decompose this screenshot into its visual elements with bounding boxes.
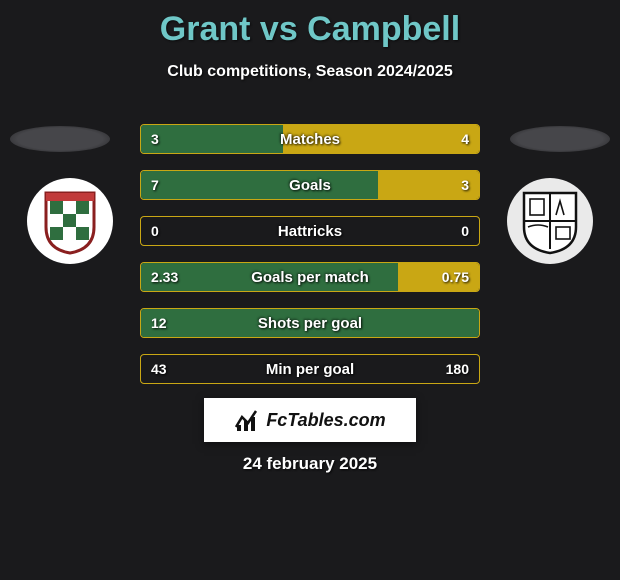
stat-bars: 34Matches 73Goals 0 0Hattricks 2.330.75Goals… — [140, 124, 480, 400]
bar-label: Hattricks — [141, 217, 479, 245]
date-text: 24 february 2025 — [0, 454, 620, 474]
bar-value-right: 180 — [446, 355, 469, 383]
stat-bar-row: 0 0Hattricks — [140, 216, 480, 246]
bar-fill-left — [141, 171, 378, 199]
subtitle: Club competitions, Season 2024/2025 — [0, 63, 620, 81]
club-logo-right — [507, 178, 593, 264]
brand-text: FcTables.com — [266, 410, 385, 431]
bar-fill-left — [141, 125, 283, 153]
bar-label: Min per goal — [141, 355, 479, 383]
bar-fill-right — [398, 263, 479, 291]
brand-box: FcTables.com — [204, 398, 416, 442]
bar-fill-left — [141, 309, 479, 337]
bar-fill-right — [283, 125, 479, 153]
page-title: Grant vs Campbell — [0, 0, 620, 49]
player-shadow-left — [10, 126, 110, 152]
bar-value-left: 43 — [151, 355, 167, 383]
bar-value-right: 0 — [461, 217, 469, 245]
bar-fill-left — [141, 263, 398, 291]
stat-bar-row: 12Shots per goal — [140, 308, 480, 338]
player-shadow-right — [510, 126, 610, 152]
bar-value-left: 0 — [151, 217, 159, 245]
club-crest-left-icon — [36, 187, 104, 255]
brand-chart-icon — [234, 407, 260, 433]
club-logo-left — [27, 178, 113, 264]
stat-bar-row: 34Matches — [140, 124, 480, 154]
stat-bar-row: 73Goals — [140, 170, 480, 200]
stat-bar-row: 2.330.75Goals per match — [140, 262, 480, 292]
club-crest-right-icon — [516, 187, 584, 255]
bar-fill-right — [378, 171, 479, 199]
stat-bar-row: 43 180Min per goal — [140, 354, 480, 384]
